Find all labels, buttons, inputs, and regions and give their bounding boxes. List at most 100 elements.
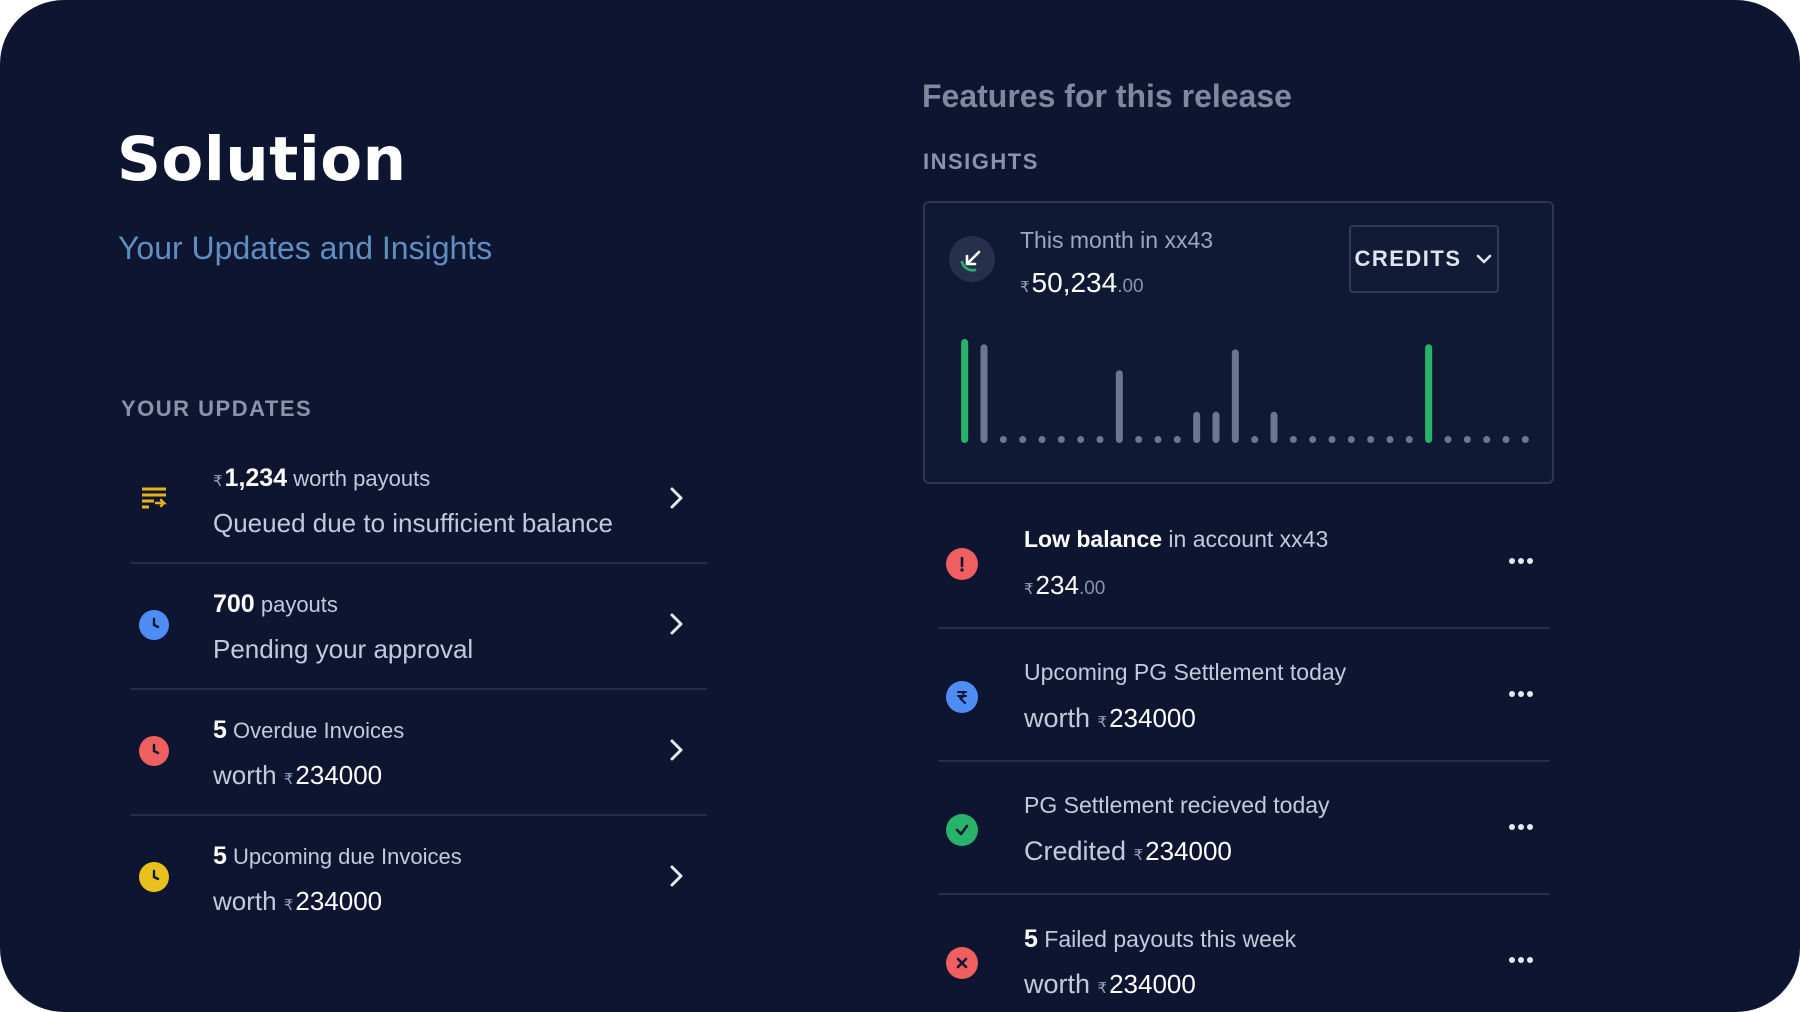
chart-bar-empty — [1077, 436, 1085, 443]
update-title: worth payouts — [293, 466, 431, 491]
clock-icon — [139, 736, 169, 766]
update-description: Queued due to insufficient balance — [213, 508, 613, 538]
chevron-right-icon[interactable] — [661, 734, 693, 766]
insight-title: Upcoming PG Settlement today — [1024, 659, 1347, 685]
chart-bar-empty — [1483, 436, 1491, 443]
month-amount: 50,234 — [1031, 267, 1118, 298]
insight-amount: 234000 — [1109, 703, 1196, 733]
chart-bar-empty — [1038, 436, 1046, 443]
chart-bar-empty — [1154, 436, 1162, 443]
clock-icon — [139, 610, 169, 640]
rupee-icon — [946, 681, 978, 713]
chart-bar-empty — [1019, 436, 1027, 443]
chart-bar — [1115, 370, 1123, 443]
chart-bar — [1193, 411, 1201, 443]
chart-bar-empty — [1289, 436, 1297, 443]
insights-section-label: INSIGHTS — [923, 149, 1039, 174]
worth-label: worth — [1024, 703, 1091, 733]
update-title: Overdue Invoices — [233, 718, 405, 743]
rupee-symbol: ₹ — [1024, 581, 1034, 598]
update-amount: 234000 — [295, 760, 383, 790]
insight-amount: 234 — [1035, 570, 1079, 600]
chart-bar — [980, 344, 988, 443]
insight-amount: 234000 — [1145, 836, 1232, 866]
chart-bar-empty — [1309, 436, 1317, 443]
updates-section-label: YOUR UPDATES — [121, 396, 313, 421]
chevron-right-icon[interactable] — [661, 860, 693, 892]
insights-card: This month in xx43 ₹50,234.00 CREDITS — [923, 201, 1554, 484]
chart-bar-empty — [1444, 436, 1452, 443]
chart-bar-empty — [999, 436, 1007, 443]
chart-bar — [961, 339, 969, 443]
chart-bar-empty — [1367, 436, 1375, 443]
update-item-overdue-invoices[interactable]: 5 Overdue Invoices worth ₹234000 — [131, 690, 707, 816]
arrow-down-left-icon — [949, 236, 995, 282]
update-count: 5 — [213, 842, 227, 870]
more-options-icon[interactable] — [1508, 822, 1534, 832]
chart-bar-empty — [1173, 436, 1181, 443]
insight-item-low-balance[interactable]: Low balance in account xx43 ₹234.00 — [938, 496, 1550, 629]
chart-bar-empty — [1328, 436, 1336, 443]
chart-bar-empty — [1502, 436, 1510, 443]
cross-icon — [946, 947, 978, 979]
chart-bar-empty — [1135, 436, 1143, 443]
insight-title: in account xx43 — [1162, 526, 1329, 552]
update-item-payouts-queued[interactable]: ₹1,234 worth payouts Queued due to insuf… — [131, 438, 707, 564]
updates-list: ₹1,234 worth payouts Queued due to insuf… — [131, 438, 707, 940]
insight-title-bold: Low balance — [1024, 526, 1163, 552]
chart-bar-empty — [1251, 436, 1259, 443]
insights-list: Low balance in account xx43 ₹234.00 Upco… — [938, 496, 1550, 1012]
insight-count: 5 — [1024, 925, 1038, 953]
more-options-icon[interactable] — [1508, 689, 1534, 699]
worth-label: worth — [1024, 969, 1091, 999]
rupee-symbol: ₹ — [283, 771, 294, 788]
update-count: 700 — [213, 590, 255, 618]
chart-bar-empty — [1096, 436, 1104, 443]
insight-amount-decimals: .00 — [1078, 578, 1106, 599]
worth-label: worth — [213, 886, 277, 916]
update-count: 1,234 — [224, 464, 288, 492]
more-options-icon[interactable] — [1508, 556, 1534, 566]
insight-title: Failed payouts this week — [1037, 926, 1297, 952]
chart-bar — [1270, 411, 1278, 443]
chart-bar — [1212, 411, 1220, 443]
update-title: payouts — [260, 592, 338, 617]
insight-item-upcoming-settlement[interactable]: Upcoming PG Settlement today worth ₹2340… — [938, 629, 1550, 762]
insight-item-failed-payouts[interactable]: 5 Failed payouts this week worth ₹234000 — [938, 895, 1550, 1012]
update-amount: 234000 — [295, 886, 383, 916]
update-description: Pending your approval — [213, 634, 474, 664]
rupee-symbol: ₹ — [1097, 714, 1108, 731]
release-title: Features for this release — [922, 78, 1292, 114]
rupee-symbol: ₹ — [1020, 279, 1030, 296]
chart-bar-empty — [1405, 436, 1413, 443]
rupee-symbol: ₹ — [1097, 980, 1108, 997]
page-title: Solution — [117, 124, 407, 195]
insight-amount: 234000 — [1109, 969, 1196, 999]
check-icon — [946, 814, 978, 846]
chart-bar — [1425, 344, 1433, 443]
month-amount-decimals: .00 — [1117, 276, 1144, 297]
chart-bar-empty — [1347, 436, 1355, 443]
more-options-icon[interactable] — [1508, 955, 1534, 965]
credits-dropdown[interactable]: CREDITS — [1349, 225, 1499, 293]
credits-dropdown-label: CREDITS — [1354, 246, 1462, 271]
worth-label: worth — [213, 760, 277, 790]
payout-queue-icon — [139, 484, 169, 514]
chart-bar-empty — [1521, 436, 1529, 443]
chart-bar — [1231, 349, 1239, 443]
chevron-right-icon[interactable] — [661, 482, 693, 514]
rupee-symbol: ₹ — [213, 473, 223, 490]
clock-icon — [139, 862, 169, 892]
chevron-right-icon[interactable] — [661, 608, 693, 640]
alert-icon — [946, 548, 978, 580]
update-item-upcoming-invoices[interactable]: 5 Upcoming due Invoices worth ₹234000 — [131, 816, 707, 940]
update-item-pending-approval[interactable]: 700 payouts Pending your approval — [131, 564, 707, 690]
chevron-down-icon — [1476, 254, 1491, 264]
rupee-symbol: ₹ — [1133, 847, 1144, 864]
page-subtitle: Your Updates and Insights — [118, 230, 493, 266]
rupee-symbol: ₹ — [283, 897, 294, 914]
update-count: 5 — [213, 716, 227, 744]
credits-bar-chart — [961, 339, 1529, 443]
insight-item-settlement-received[interactable]: PG Settlement recieved today Credited ₹2… — [938, 762, 1550, 895]
